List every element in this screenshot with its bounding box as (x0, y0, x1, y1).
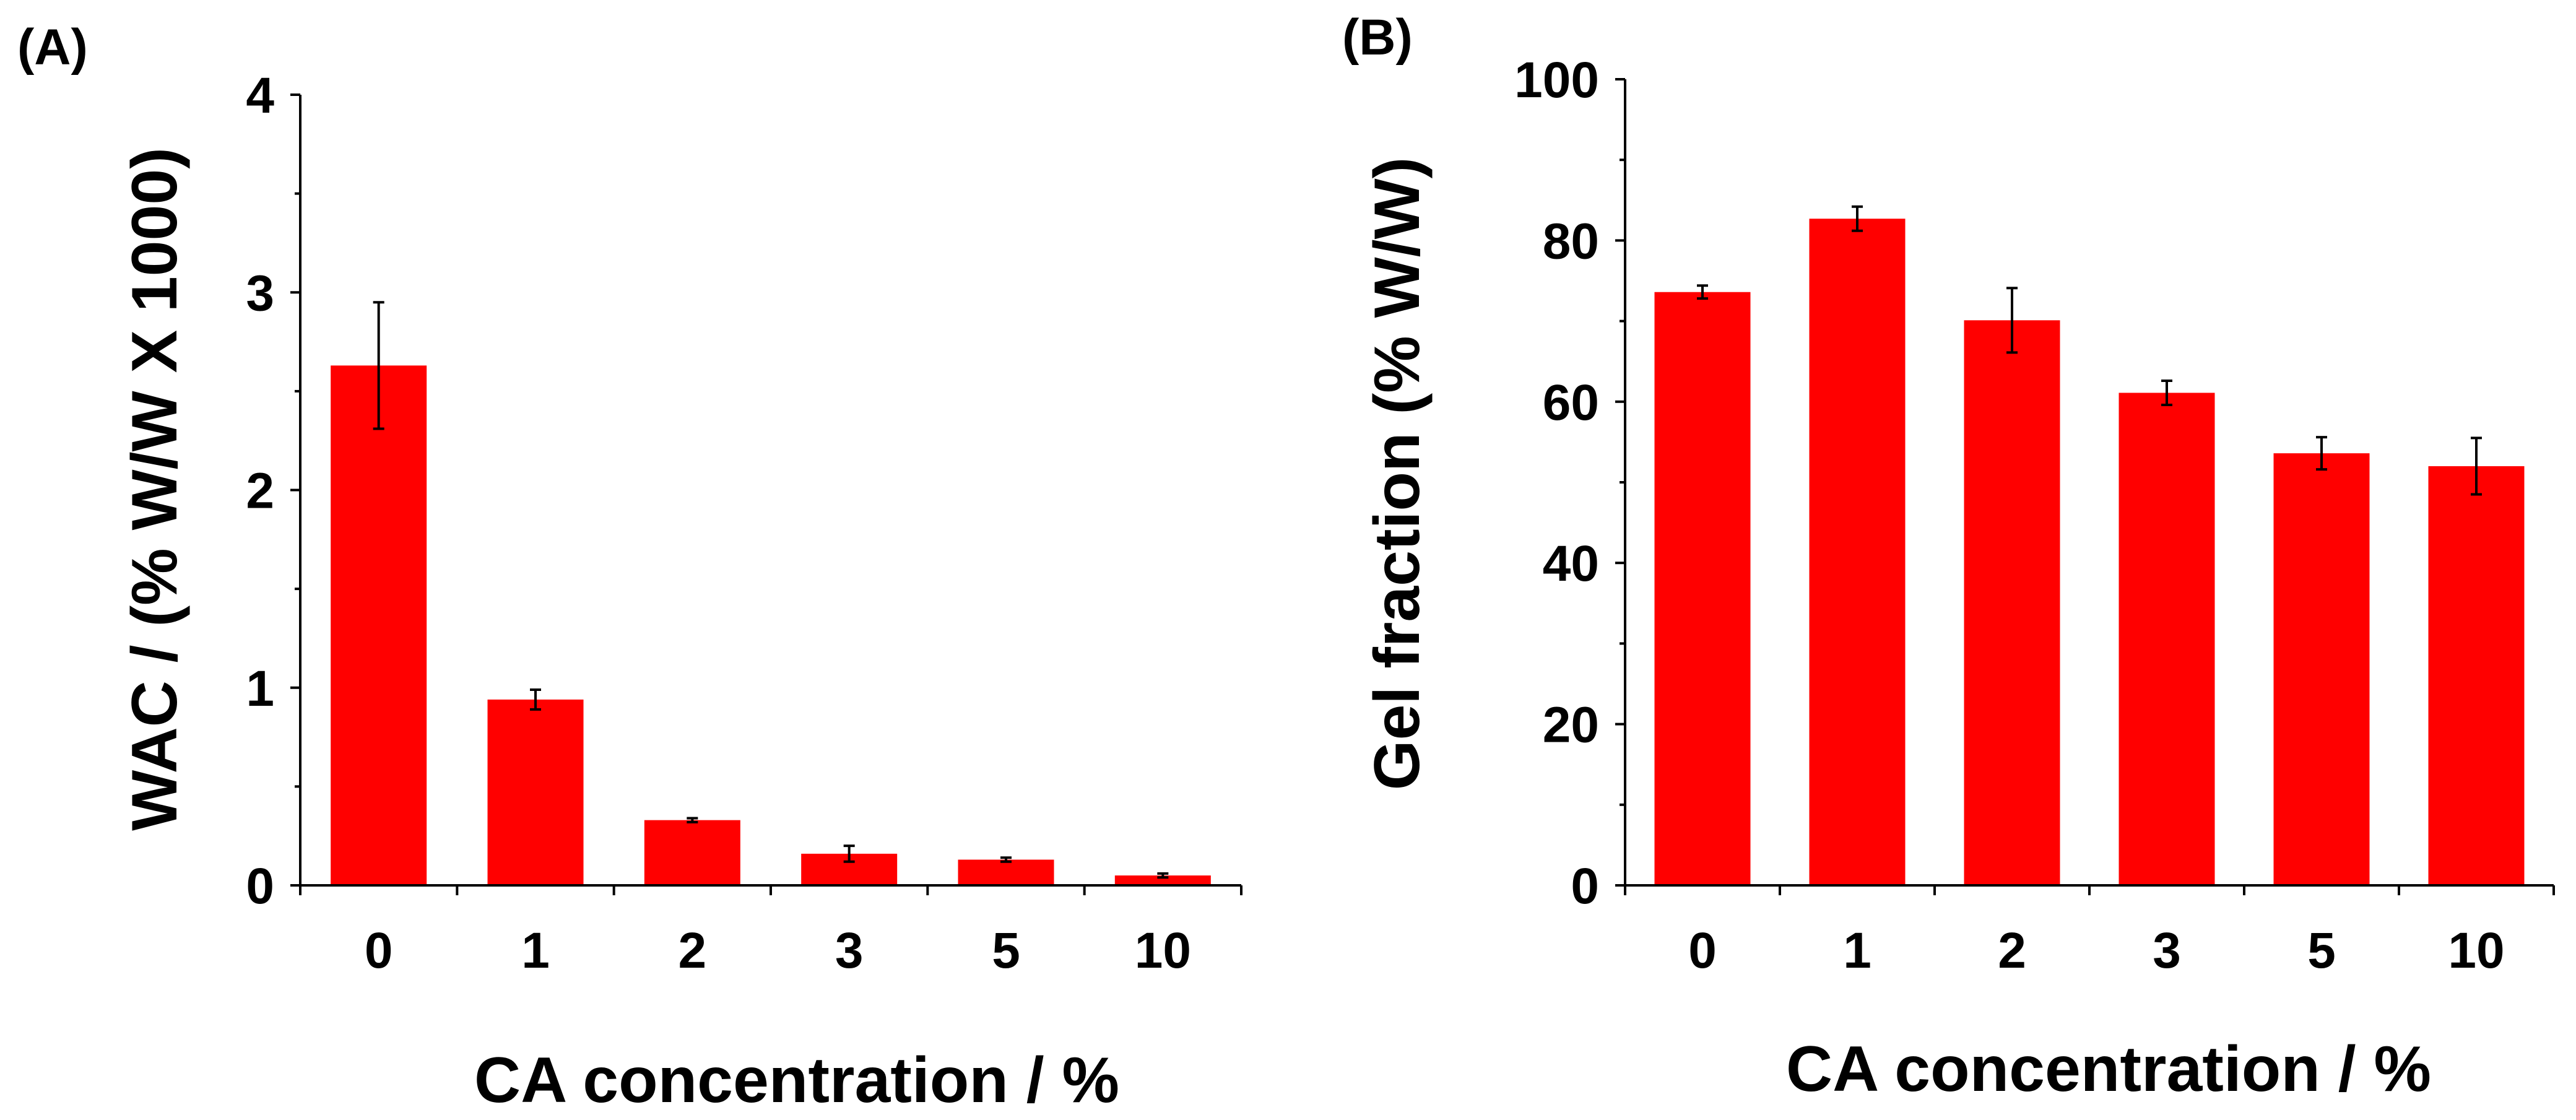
panel-a-error-bar-1 (530, 688, 541, 711)
panel-b-y-tick-label: 40 (1543, 536, 1599, 592)
panel-a-bar-10 (1114, 875, 1211, 885)
panel-b-bar-10 (2428, 466, 2525, 885)
panel-b-label: (B) (1342, 9, 1413, 66)
panel-a-y-tick-label: 4 (246, 67, 274, 124)
panel-b-y-tick-label: 100 (1514, 52, 1599, 108)
panel-b-x-tick-label-1: 1 (1843, 922, 1871, 979)
panel-b-error-bar-1 (1852, 205, 1863, 232)
panel-b-error-bar-3 (2161, 379, 2172, 407)
panel-a-bar-0 (331, 365, 427, 885)
panel-a-bar-1 (487, 699, 584, 885)
panel-b-bar-3 (2118, 393, 2215, 885)
panel-a-y-tick-label: 3 (246, 265, 274, 321)
panel-b-error-bar-0 (1697, 284, 1708, 300)
panel-b-error-bar-5 (2316, 436, 2327, 471)
panel-a-error-bar-10 (1157, 872, 1169, 879)
panel-a-x-tick-label-2: 2 (679, 922, 707, 979)
panel-b-plot-area: 0 20 40 60 80 100 0 1 2 3 5 10 (1514, 52, 2555, 979)
panel-b-x-tick-label-0: 0 (1688, 922, 1717, 979)
panel-a-x-tick-label-10: 10 (1135, 922, 1191, 979)
panel-a-bar-5 (958, 859, 1054, 885)
panel-a-label: (A) (17, 19, 88, 76)
panel-a-x-tick-label-5: 5 (992, 922, 1020, 979)
panel-a-error-bar-2 (687, 817, 698, 823)
panel-b-bar-0 (1654, 292, 1751, 885)
panel-b-y-axis-title: Gel fraction (% W/W) (1361, 157, 1433, 791)
panel-a-error-bar-0 (373, 301, 384, 430)
panel-a-y-tick-label: 1 (246, 661, 274, 717)
panel-b-bar-5 (2273, 453, 2370, 885)
panel-b-x-tick-label-3: 3 (2153, 922, 2181, 979)
panel-a-error-bar-3 (843, 844, 855, 863)
panel-a-y-tick-label: 0 (246, 858, 274, 914)
panel-a-x-axis-title: CA concentration / % (474, 1044, 1119, 1116)
panel-b-x-tick-label-5: 5 (2307, 922, 2336, 979)
panel-b-x-tick-label-10: 10 (2448, 922, 2504, 979)
panel-b-error-bar-2 (2006, 287, 2018, 354)
panel-b-y-tick-label: 20 (1543, 697, 1599, 753)
panel-a-error-bar-5 (1000, 856, 1012, 863)
panel-a-y-axis-title: WAC / (% W/W X 1000) (119, 147, 191, 831)
panel-b-bar-1 (1809, 219, 1906, 886)
panel-a-plot-area: 0 1 2 3 4 0 1 2 3 5 10 (246, 67, 1242, 979)
panel-a-x-tick-label-1: 1 (521, 922, 550, 979)
panel-b-y-tick-label: 80 (1543, 213, 1599, 269)
panel-a-y-tick-label: 2 (246, 463, 274, 519)
panel-b-y-tick-label: 60 (1543, 375, 1599, 431)
panel-a-x-tick-label-0: 0 (365, 922, 393, 979)
panel-a-bar-2 (644, 820, 740, 885)
panel-b-y-tick-label: 0 (1571, 858, 1599, 914)
panel-b-x-tick-label-2: 2 (1998, 922, 2026, 979)
panel-a-x-tick-label-3: 3 (835, 922, 864, 979)
panel-a-wac-chart: (A) WAC / (% W/W X 1000) CA concentratio… (17, 19, 1242, 1116)
panel-b-error-bar-10 (2471, 436, 2482, 496)
panel-b-x-axis-title: CA concentration / % (1786, 1033, 2431, 1105)
panel-b-gel-fraction-chart: (B) Gel fraction (% W/W) CA concentratio… (1342, 9, 2555, 1105)
panel-b-bar-2 (1964, 320, 2060, 885)
